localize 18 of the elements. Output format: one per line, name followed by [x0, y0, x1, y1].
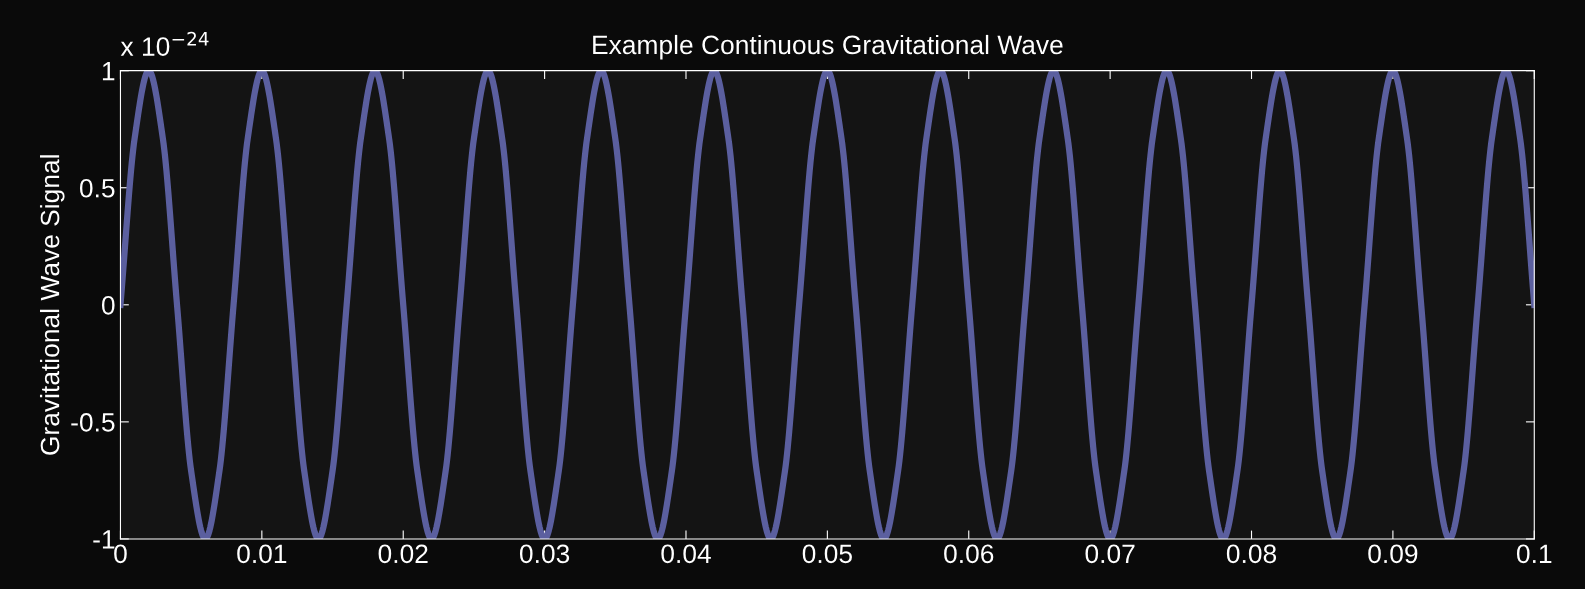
chart-title: Example Continuous Gravitational Wave — [593, 34, 1063, 60]
y-tick-label: -0.5 — [71, 413, 115, 432]
y-tick-label: -1 — [93, 530, 115, 549]
x-tick-label: 0.1 — [1516, 544, 1552, 564]
y-tick-label: 0 — [101, 295, 115, 315]
x-tick-label: 0.04 — [661, 544, 711, 564]
x-tick-label: 0.05 — [802, 544, 852, 564]
x-tick-label: 0.02 — [378, 544, 428, 564]
y-tick-label: 1 — [102, 62, 115, 81]
x-tick-label: 0.07 — [1085, 544, 1135, 564]
text: x 10$^{−24}$ — [120, 31, 209, 56]
y-tick-label: 0.5 — [79, 178, 115, 198]
x-tick-label: 0.03 — [519, 544, 570, 564]
x-tick-label: 0.09 — [1368, 544, 1418, 564]
y-axis-title: Gravitational Wave Signal — [39, 155, 65, 455]
x-tick-label: 0.06 — [944, 544, 994, 564]
x-tick-label: 0.01 — [237, 544, 287, 564]
x-tick-label: 0.08 — [1226, 544, 1277, 564]
